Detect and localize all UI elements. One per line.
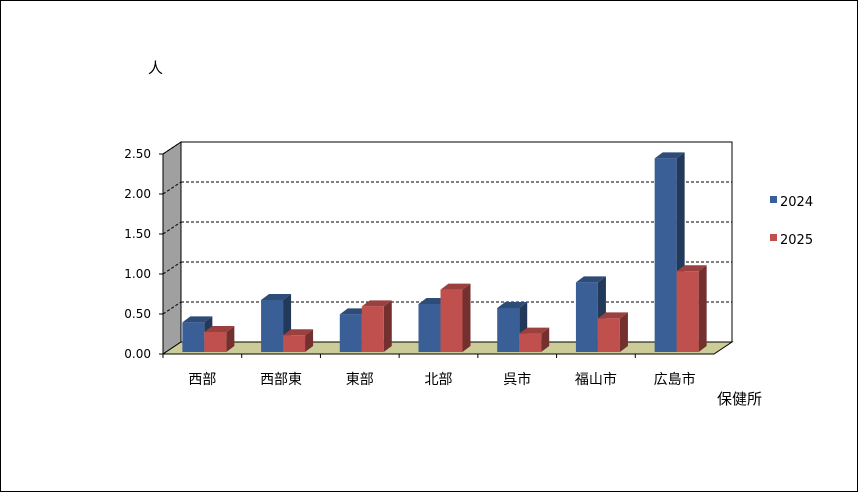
bar-top [440,283,471,290]
bar-front [497,308,520,352]
bar-side [619,312,628,352]
y-tick-label: 2.00 [124,187,151,201]
bar-side [541,327,550,352]
bar-front [597,318,620,352]
bar-top [597,312,628,319]
category-label: 呉市 [503,371,531,388]
bar-top [361,300,392,307]
bar [204,326,235,352]
y-tick-label: 1.50 [124,227,151,241]
legend-swatch [770,234,777,241]
bar-front [519,333,542,352]
legend-label: 2025 [780,233,813,248]
legend: 2024 2025 [770,195,813,248]
y-axis-ticks: 0.00 0.50 1.00 1.50 2.00 2.50 [124,147,164,361]
bar-side [305,329,314,352]
y-tick-label: 0.00 [124,347,151,361]
bar-front [418,304,441,352]
bar [261,294,292,352]
bar-top [654,152,685,159]
bar-front [283,335,306,352]
gridline-diagonal [162,301,182,315]
bar-side [226,326,235,352]
y-tick-label: 1.00 [124,267,151,281]
bar-top [676,265,707,272]
legend-swatch [770,196,777,203]
bar-front [676,271,699,352]
gridline-diagonal [162,261,182,275]
bar-front [339,314,362,352]
bar-front [182,322,205,352]
category-label: 東部 [346,372,374,388]
y-axis-label: 人 [148,59,163,77]
bar [519,327,550,352]
bar [361,300,392,352]
bar [440,283,471,352]
bar-top [497,302,528,308]
bar-top [575,276,606,283]
bar-top [519,327,550,334]
legend-label: 2024 [780,195,813,210]
bars [182,152,707,352]
gridline-diagonal [162,181,182,195]
bar-top [283,329,314,336]
bar [575,276,606,352]
bar-front [440,289,463,352]
category-label: 福山市 [575,371,617,388]
bar-side [698,265,707,352]
bar [676,265,707,352]
bar-side [383,300,392,352]
category-label: 北部 [425,372,453,388]
category-label: 西部 [188,372,216,388]
bar-front [204,332,227,352]
y-tick-label: 0.50 [124,307,151,321]
bar-front [575,282,598,352]
bar-front [654,158,677,352]
bar-front [261,300,284,352]
bar-top [261,294,292,300]
bar-top [204,326,235,332]
bar [597,312,628,352]
y-tick-label: 2.50 [124,147,151,161]
x-axis-ticks: 西部 西部東 東部 北部 呉市 福山市 広島市 [162,353,714,388]
bar-front [361,306,384,352]
bar-top [182,316,213,323]
bar [283,329,314,352]
category-label: 西部東 [260,372,302,388]
bar-side [462,283,471,352]
gridline-diagonal [162,141,182,155]
category-label: 広島市 [654,371,696,388]
x-axis-label: 保健所 [717,390,762,408]
left-wall [162,141,182,355]
gridline-diagonal [162,221,182,235]
